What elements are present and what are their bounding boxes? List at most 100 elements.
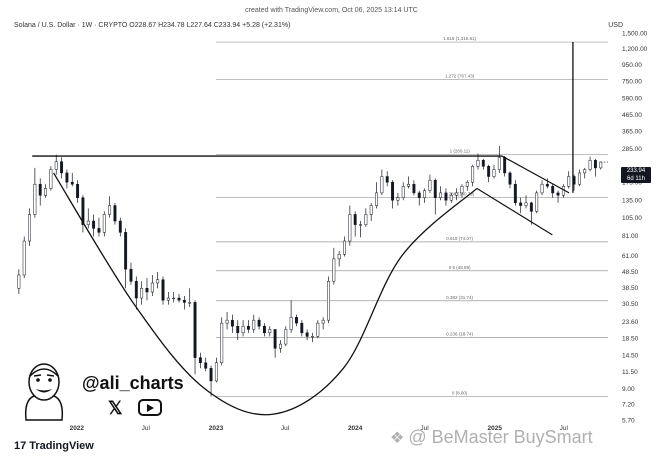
- last-price-value: 233.94: [626, 168, 646, 174]
- candle-body: [257, 319, 261, 327]
- created-with-caption: created with TradingView.com, Oct 06, 20…: [245, 7, 418, 14]
- candle-body: [380, 176, 384, 194]
- candle-body: [209, 368, 213, 382]
- youtube-icon[interactable]: [138, 399, 162, 416]
- candle-body: [407, 183, 411, 187]
- candle-body: [214, 362, 218, 382]
- y-tick-label: 18.50: [622, 336, 639, 343]
- candle-body: [476, 160, 480, 167]
- fib-level-label: 0.236 (18.74): [446, 331, 473, 336]
- candle-body: [129, 268, 133, 282]
- candle-body: [241, 325, 245, 334]
- candle-body: [316, 322, 320, 337]
- candle-body: [529, 202, 533, 212]
- y-tick-label: 14.50: [622, 353, 639, 360]
- currency-label: USD: [608, 22, 623, 29]
- candle-body: [177, 297, 181, 301]
- candle-body: [337, 254, 341, 260]
- candle-body: [519, 202, 523, 206]
- candle-body: [262, 325, 266, 334]
- candle-body: [140, 288, 144, 299]
- candle-body: [246, 325, 250, 330]
- candle-body: [113, 205, 117, 222]
- candle-body: [449, 195, 453, 201]
- candle-body: [38, 183, 42, 196]
- candle-body: [567, 176, 571, 187]
- candle-body: [375, 192, 378, 206]
- x-tick-label: 2022: [70, 425, 85, 432]
- handle-upper-line: [501, 155, 570, 194]
- candle-body: [417, 192, 421, 198]
- candle-body: [166, 297, 170, 301]
- y-tick-label: 38.50: [622, 285, 639, 292]
- y-tick-label: 175.00: [622, 180, 642, 187]
- symbol-ohlc-legend[interactable]: Solana / U.S. Dollar · 1W · CRYPTO O228.…: [14, 22, 291, 29]
- y-tick-label: 750.00: [622, 79, 642, 86]
- candle-body: [428, 179, 432, 191]
- candle-body: [198, 357, 202, 363]
- candle-body: [311, 336, 314, 338]
- y-tick-label: 7.20: [622, 401, 635, 408]
- candle-body: [439, 192, 443, 198]
- candle-body: [161, 279, 165, 301]
- candle-body: [60, 161, 64, 174]
- candle-body: [364, 214, 368, 225]
- candle-body: [583, 169, 587, 174]
- y-tick-label: 950.00: [622, 62, 642, 69]
- candle-body: [278, 343, 282, 349]
- candle-body: [481, 160, 485, 167]
- candle-body: [385, 176, 389, 183]
- y-tick-label: 285.00: [622, 146, 642, 153]
- candle-body: [204, 362, 208, 369]
- x-tick-label: 2025: [488, 425, 503, 432]
- candle-body: [524, 202, 528, 206]
- candle-body: [471, 166, 475, 183]
- y-tick-label: 365.00: [622, 129, 642, 136]
- last-price-badge: 233.94 6d 11h: [621, 167, 651, 183]
- author-handle[interactable]: @ali_charts: [82, 373, 184, 393]
- candle-body: [396, 197, 400, 201]
- tradingview-wordmark: TradingView: [29, 440, 94, 452]
- fib-level-label: 1.272 (767.43): [445, 74, 475, 79]
- bemaster-watermark: ❖ @ BeMaster BuySmart: [390, 427, 593, 448]
- y-tick-label: 61.00: [622, 253, 639, 260]
- candle-body: [124, 232, 128, 270]
- y-tick-label: 5.70: [622, 418, 635, 425]
- candle-body: [28, 214, 31, 242]
- x-tick-label: Jul: [281, 425, 290, 432]
- candle-body: [188, 302, 192, 304]
- candle-body: [22, 240, 26, 276]
- watermark-text: @ BeMaster BuySmart: [408, 427, 593, 447]
- candle-body: [455, 192, 459, 196]
- cup-curve: [53, 172, 478, 416]
- candle-body: [369, 205, 373, 215]
- handle-lower-line: [476, 187, 553, 236]
- candle-body: [305, 332, 309, 337]
- candle-body: [401, 186, 405, 198]
- fib-level-label: 1 (260.11): [450, 149, 471, 154]
- candle-body: [465, 181, 469, 187]
- fib-level-label: 0.618 (74.07): [446, 236, 473, 241]
- fib-level-label: 1.618 (1,316.61): [443, 36, 477, 41]
- candle-body: [70, 181, 74, 185]
- y-tick-label: 465.00: [622, 112, 642, 119]
- candle-body: [460, 186, 464, 194]
- candle-body: [273, 329, 277, 349]
- candle-body: [76, 183, 80, 198]
- candle-body: [599, 161, 603, 169]
- candle-body: [321, 319, 325, 324]
- candle-body: [92, 220, 96, 229]
- candle-body: [220, 322, 224, 363]
- candle-body: [588, 160, 592, 170]
- candle-body: [348, 214, 352, 242]
- x-logo-icon[interactable]: 𝕏: [108, 398, 123, 418]
- x-tick-label: Jul: [560, 425, 569, 432]
- candle-body: [268, 329, 272, 334]
- candle-body: [230, 319, 234, 327]
- x-tick-label: Jul: [420, 425, 429, 432]
- tradingview-logo[interactable]: 17 TradingView: [14, 440, 94, 452]
- candle-body: [49, 169, 53, 189]
- y-tick-label: 23.60: [622, 319, 639, 326]
- candle-body: [97, 228, 101, 233]
